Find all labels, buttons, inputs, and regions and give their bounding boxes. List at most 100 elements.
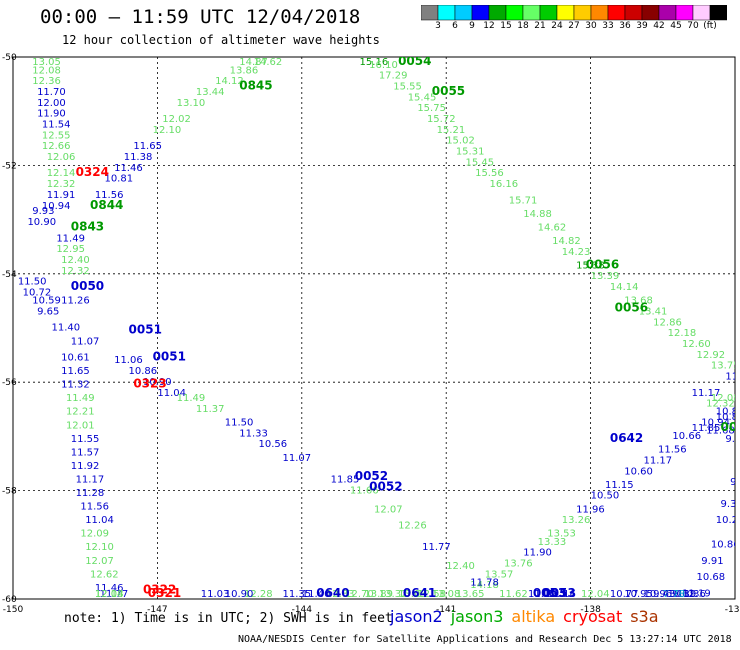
wave-height-label: 11.40 (302, 589, 331, 600)
wave-height-label: 11.90 (523, 548, 552, 559)
wave-height-label: 11.54 (42, 119, 71, 130)
pass-time-label: 0642 (610, 431, 643, 445)
wave-height-label: 10.94 (42, 201, 71, 212)
colorbar-label: 33 (602, 21, 614, 31)
x-tick-label: -147 (147, 605, 167, 615)
pass-time-label: 0055 (432, 84, 465, 98)
pass-time-label: 0051 (129, 322, 162, 336)
y-tick-label: -60 (2, 595, 17, 605)
wave-height-label: 13.86 (230, 65, 259, 76)
wave-height-label: 11.55 (71, 434, 100, 445)
pass-time-label: 0641 (403, 586, 436, 600)
wave-height-label: 9.91 (701, 556, 723, 567)
wave-height-label: 11.07 (71, 336, 100, 347)
colorbar-label: 27 (568, 21, 580, 31)
wave-height-label: 11.90 (37, 109, 66, 120)
wave-height-label: 15.16 (360, 57, 389, 68)
x-tick-label: -144 (292, 605, 313, 615)
wave-height-label: 10.95 (624, 589, 653, 600)
wave-height-label: 11.32 (61, 380, 90, 391)
wave-height-label: 13.03 (398, 589, 427, 600)
wave-height-label: 9.65 (37, 306, 59, 317)
x-tick-label: -138 (580, 605, 601, 615)
y-tick-label: -50 (2, 53, 17, 63)
wave-height-label: 12.09 (80, 529, 109, 540)
pass-time-label: 0322 (143, 583, 176, 597)
wave-height-label: 12.66 (42, 141, 71, 152)
colorbar-label: 45 (670, 21, 682, 31)
wave-height-label: 10.56 (258, 439, 287, 450)
map-subtitle: 12 hour collection of altimeter wave hei… (62, 33, 380, 47)
wave-height-label: 12.70 (345, 589, 374, 600)
wave-height-label: 12.28 (244, 589, 273, 600)
wave-height-label: 13.32 (379, 589, 408, 600)
wave-height-label: 10.81 (104, 174, 133, 185)
wave-height-label: 10.72 (23, 287, 52, 298)
wave-height-label: 15.55 (393, 82, 422, 93)
wave-height-label: 12.32 (47, 179, 76, 190)
wave-height-label: 11.56 (95, 190, 124, 201)
wave-height-label: 17.29 (379, 71, 408, 82)
wave-height-label: 11.33 (239, 428, 268, 439)
wave-height-label: 15.02 (446, 136, 475, 147)
wave-height-label: 12.86 (653, 317, 682, 328)
y-tick-label: -58 (2, 487, 17, 497)
wave-height-label: 11.92 (71, 461, 100, 472)
wave-height-label: 11.78 (470, 577, 499, 588)
wave-height-label: 12.01 (66, 420, 95, 431)
wave-height-label: 11.49 (66, 393, 95, 404)
wave-height-label: 13.76 (504, 558, 533, 569)
wave-height-label: 12.58 (417, 589, 446, 600)
wave-height-label: 13.68 (624, 296, 653, 307)
wave-height-label: 12.36 (32, 76, 61, 87)
wave-height-label: 11.17 (644, 456, 673, 467)
wave-height-label: 11.77 (100, 589, 129, 600)
wave-height-label: 12.32 (706, 399, 735, 410)
wave-height-label: 11.57 (71, 447, 100, 458)
wave-height-label: 12.18 (668, 328, 697, 339)
wave-height-label: 10.27 (716, 515, 740, 526)
colorbar-label: 9 (469, 21, 475, 31)
wave-height-label: 9.93 (32, 206, 54, 217)
wave-height-label: 13.57 (485, 569, 514, 580)
wave-height-label: 11.85 (331, 474, 360, 485)
wave-height-label: 15.31 (456, 147, 485, 158)
wave-height-label: 11.36 (677, 589, 706, 600)
wave-height-label: 16.16 (490, 179, 519, 190)
wave-height-label: 10.90 (27, 217, 56, 228)
pass-time-label: 0056 (615, 301, 648, 315)
wave-height-label: 12.32 (61, 266, 90, 277)
pass-time-label: 0052 (355, 469, 388, 483)
wave-height-label: 11.17 (76, 474, 105, 485)
colorbar-label: 12 (483, 21, 495, 31)
wave-height-label: 14.87 (239, 57, 268, 68)
x-tick-label: -135 (725, 605, 740, 615)
wave-height-label: 15.38 (576, 260, 605, 271)
wave-height-label: 13.41 (639, 306, 668, 317)
wave-height-label: 12.02 (162, 114, 191, 125)
wave-height-label: 7.78 (663, 589, 685, 600)
wave-height-label: 15.21 (437, 125, 466, 136)
wave-height-label: 11.50 (18, 277, 47, 288)
pass-time-label: 0843 (71, 219, 104, 233)
legend-entry-altika: altika (511, 607, 556, 626)
wave-height-label: 13.10 (177, 98, 206, 109)
wave-height-label: 9.9 (725, 434, 740, 445)
wave-height-label: 12.55 (42, 130, 71, 141)
pass-time-label: 0324 (76, 165, 109, 179)
colorbar-label: 21 (534, 21, 546, 31)
wave-height-label: 10.96 (644, 589, 673, 600)
colorbar-label: 70 (687, 21, 699, 31)
wave-height-label: 15.45 (408, 92, 437, 103)
wave-height-label: 12.83 (326, 589, 355, 600)
wave-height-label: 12.21 (66, 407, 95, 418)
wave-height-label: 11.62 (499, 589, 528, 600)
wave-height-label: 12.00 (37, 98, 66, 109)
y-tick-label: -56 (2, 378, 17, 388)
wave-height-label: 12.08 (32, 65, 61, 76)
wave-height-label: 10.90 (143, 377, 172, 388)
wave-height-label: 13.26 (562, 515, 591, 526)
pass-time-label: 0323 (133, 377, 166, 391)
wave-height-label: 11.40 (52, 323, 81, 334)
map-title: 00:00 — 11:59 UTC 12/04/2018 (40, 6, 361, 28)
